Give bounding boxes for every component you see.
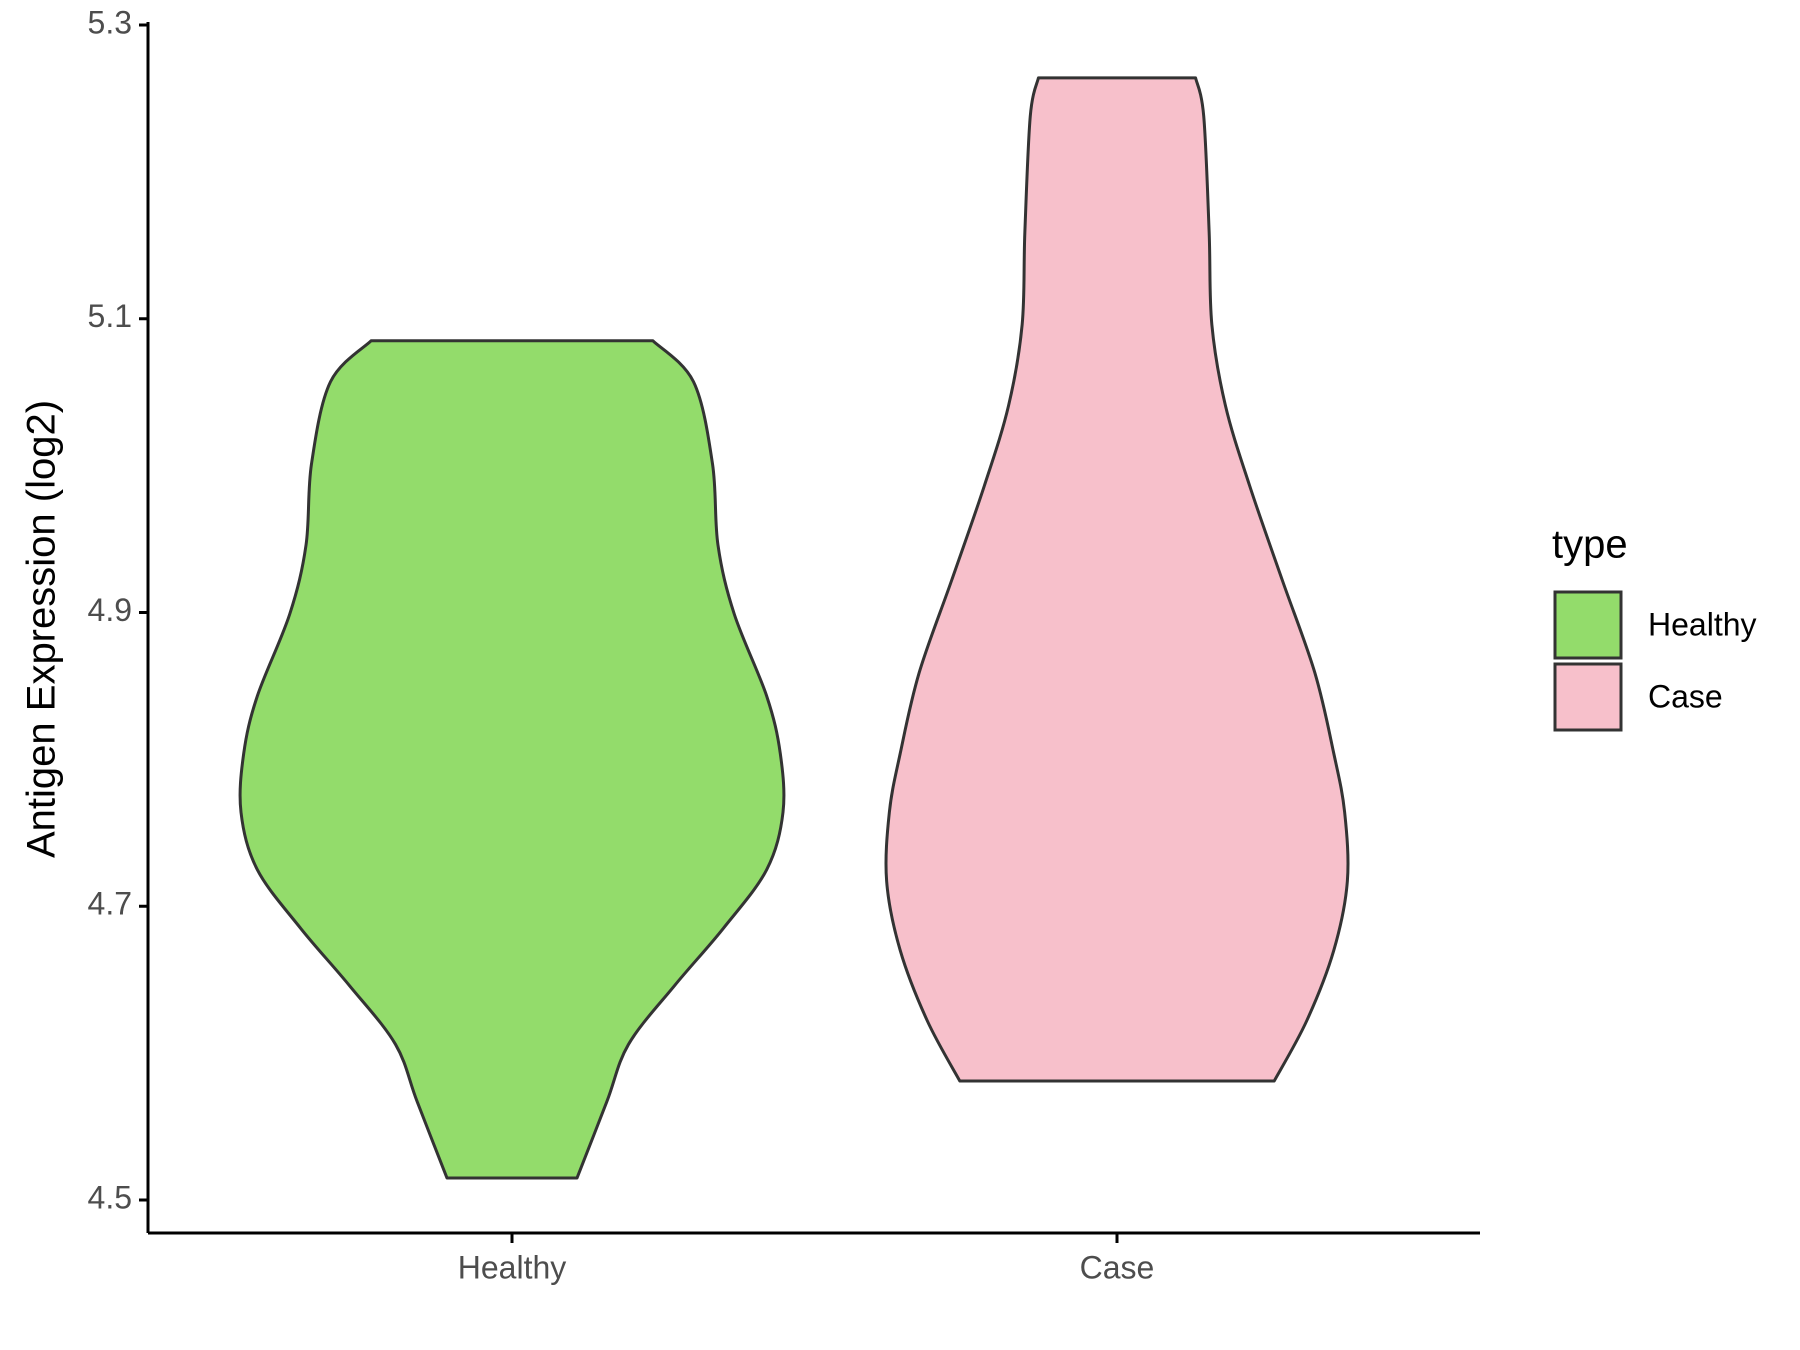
legend-title: type (1552, 523, 1628, 567)
y-tick-label: 4.7 (88, 886, 132, 922)
y-tick-label: 4.9 (88, 592, 132, 628)
x-tick-label: Case (1080, 1249, 1155, 1285)
legend-swatch (1553, 590, 1623, 660)
legend-swatch (1553, 662, 1623, 732)
violin (238, 339, 786, 1180)
legend-label: Healthy (1648, 606, 1757, 642)
y-tick-label: 5.3 (88, 4, 132, 40)
violin (884, 76, 1350, 1083)
x-tick-label: Healthy (458, 1249, 567, 1285)
y-tick-label: 5.1 (88, 298, 132, 334)
y-axis-title: Antigen Expression (log2) (20, 400, 64, 858)
y-tick-label: 4.5 (88, 1179, 132, 1215)
legend-label: Case (1648, 678, 1723, 714)
